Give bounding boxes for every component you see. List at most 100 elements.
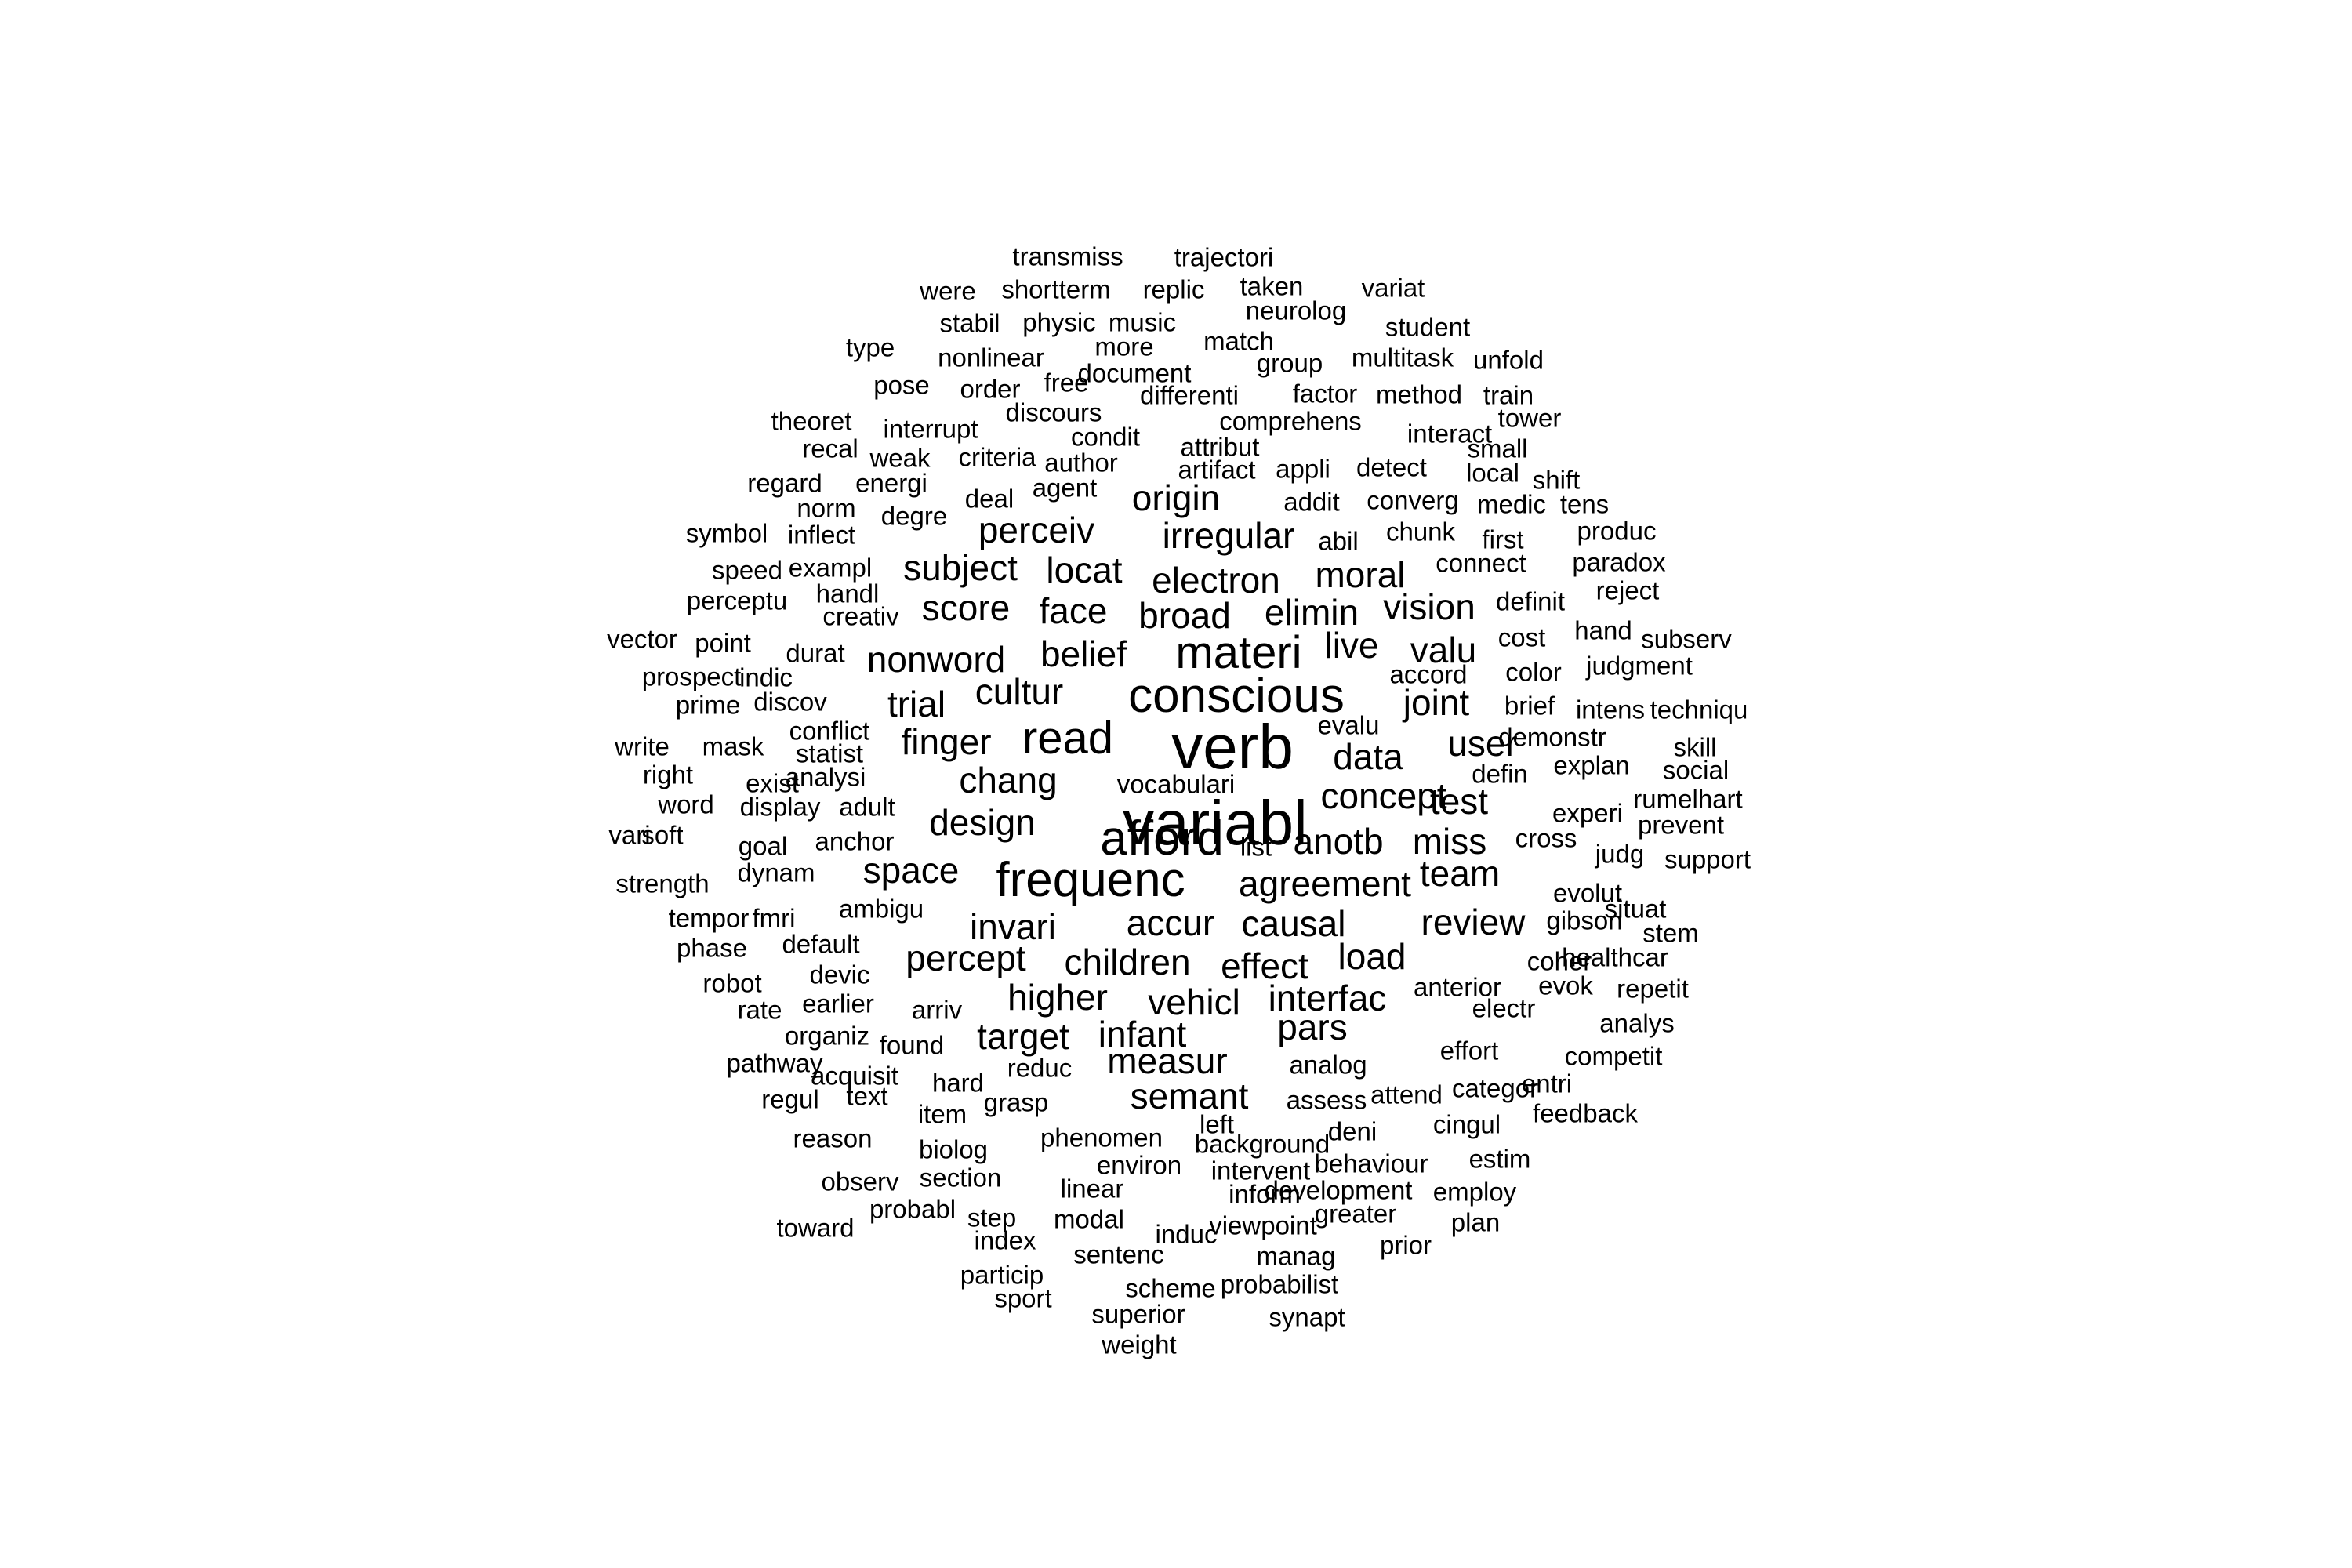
- word-trial: trial: [887, 684, 946, 724]
- word-strength: strength: [615, 869, 710, 898]
- word-development: development: [1264, 1175, 1413, 1205]
- word-deal: deal: [964, 484, 1014, 514]
- word-trajectori: trajectori: [1174, 242, 1274, 272]
- word-entri: entri: [1521, 1069, 1573, 1098]
- word-techniqu: techniqu: [1650, 695, 1748, 724]
- word-electron: electron: [1152, 560, 1280, 601]
- word-music: music: [1108, 307, 1177, 337]
- word-tens: tens: [1559, 489, 1610, 519]
- word-electr: electr: [1472, 993, 1536, 1023]
- word-method: method: [1375, 379, 1463, 409]
- word-observ: observ: [821, 1167, 899, 1196]
- word-synapt: synapt: [1269, 1302, 1345, 1332]
- word-deni: deni: [1327, 1116, 1377, 1146]
- word-variabl: variabl: [1123, 788, 1308, 858]
- word-interrupt: interrupt: [883, 414, 978, 444]
- word-appli: appli: [1276, 454, 1330, 484]
- word-origin: origin: [1131, 477, 1221, 518]
- word-author: author: [1044, 448, 1118, 477]
- word-chunk: chunk: [1385, 517, 1456, 546]
- word-biolog: biolog: [918, 1134, 989, 1164]
- word-list: list: [1240, 832, 1272, 862]
- word-skill: skill: [1673, 732, 1717, 762]
- word-judgment: judgment: [1586, 651, 1693, 681]
- word-group: group: [1256, 348, 1323, 378]
- word-multitask: multitask: [1351, 343, 1454, 372]
- word-grasp: grasp: [983, 1087, 1049, 1117]
- word-materi: materi: [1175, 627, 1302, 678]
- word-verb: verb: [1171, 712, 1294, 782]
- word-student: student: [1385, 312, 1471, 342]
- word-data: data: [1333, 736, 1403, 777]
- word-creativ: creativ: [822, 601, 899, 631]
- word-symbol: symbol: [685, 518, 768, 548]
- word-shortterm: shortterm: [1001, 274, 1111, 304]
- word-text: text: [846, 1081, 888, 1111]
- word-local: local: [1466, 458, 1519, 488]
- word-environ: environ: [1096, 1150, 1182, 1180]
- word-artifact: artifact: [1178, 455, 1256, 485]
- word-effort: effort: [1439, 1036, 1499, 1065]
- word-situat: situat: [1604, 894, 1667, 924]
- word-small: small: [1467, 434, 1528, 463]
- word-inflect: inflect: [787, 520, 856, 550]
- word-converg: converg: [1367, 485, 1459, 515]
- word-percept: percept: [906, 938, 1026, 978]
- word-mask: mask: [702, 731, 764, 761]
- word-prior: prior: [1379, 1230, 1432, 1260]
- word-inform: inform: [1229, 1179, 1301, 1209]
- word-weight: weight: [1102, 1330, 1177, 1359]
- word-sentenc: sentenc: [1073, 1240, 1164, 1269]
- word-rate: rate: [737, 995, 782, 1025]
- word-organiz: organiz: [784, 1021, 870, 1051]
- word-default: default: [782, 929, 860, 959]
- word-found: found: [879, 1030, 945, 1060]
- word-infant: infant: [1098, 1014, 1187, 1054]
- word-addit: addit: [1283, 487, 1340, 517]
- word-detect: detect: [1356, 452, 1427, 482]
- word-display: display: [739, 792, 821, 822]
- word-right: right: [642, 760, 694, 789]
- word-subject: subject: [903, 547, 1018, 588]
- word-taken: taken: [1240, 271, 1304, 301]
- word-user: user: [1447, 723, 1518, 764]
- word-joint: joint: [1403, 682, 1470, 723]
- word-live: live: [1324, 625, 1379, 666]
- word-anchor: anchor: [815, 826, 895, 856]
- word-chang: chang: [959, 760, 1058, 800]
- word-accord: accord: [1389, 659, 1468, 689]
- word-prospect: prospect: [641, 662, 742, 691]
- word-manag: manag: [1256, 1241, 1336, 1271]
- word-miss: miss: [1412, 821, 1487, 862]
- word-coher: coher: [1526, 946, 1592, 976]
- word-higher: higher: [1007, 977, 1108, 1018]
- word-score: score: [921, 587, 1011, 628]
- word-finger: finger: [901, 721, 992, 762]
- word-plan: plan: [1450, 1207, 1501, 1237]
- word-background: background: [1194, 1129, 1330, 1159]
- word-point: point: [695, 628, 751, 658]
- word-handl: handl: [815, 579, 880, 608]
- word-pars: pars: [1277, 1007, 1348, 1047]
- word-replic: replic: [1142, 274, 1205, 304]
- word-evolut: evolut: [1552, 878, 1623, 908]
- word-nonword: nonword: [866, 639, 1006, 680]
- word-intens: intens: [1575, 695, 1646, 724]
- word-hand: hand: [1574, 615, 1632, 645]
- word-exampl: exampl: [788, 553, 873, 583]
- word-face: face: [1039, 590, 1108, 631]
- word-load: load: [1338, 936, 1406, 977]
- word-read: read: [1022, 713, 1114, 764]
- word-estim: estim: [1468, 1144, 1531, 1174]
- word-prevent: prevent: [1637, 810, 1725, 840]
- word-attend: attend: [1370, 1080, 1443, 1109]
- word-adult: adult: [839, 792, 895, 822]
- word-sport: sport: [994, 1283, 1052, 1313]
- word-degre: degre: [880, 501, 948, 531]
- word-first: first: [1482, 524, 1524, 554]
- word-intervent: intervent: [1210, 1156, 1311, 1185]
- word-greater: greater: [1314, 1199, 1397, 1229]
- word-interfac: interfac: [1268, 978, 1387, 1018]
- word-norm: norm: [797, 493, 856, 523]
- word-reason: reason: [793, 1123, 873, 1153]
